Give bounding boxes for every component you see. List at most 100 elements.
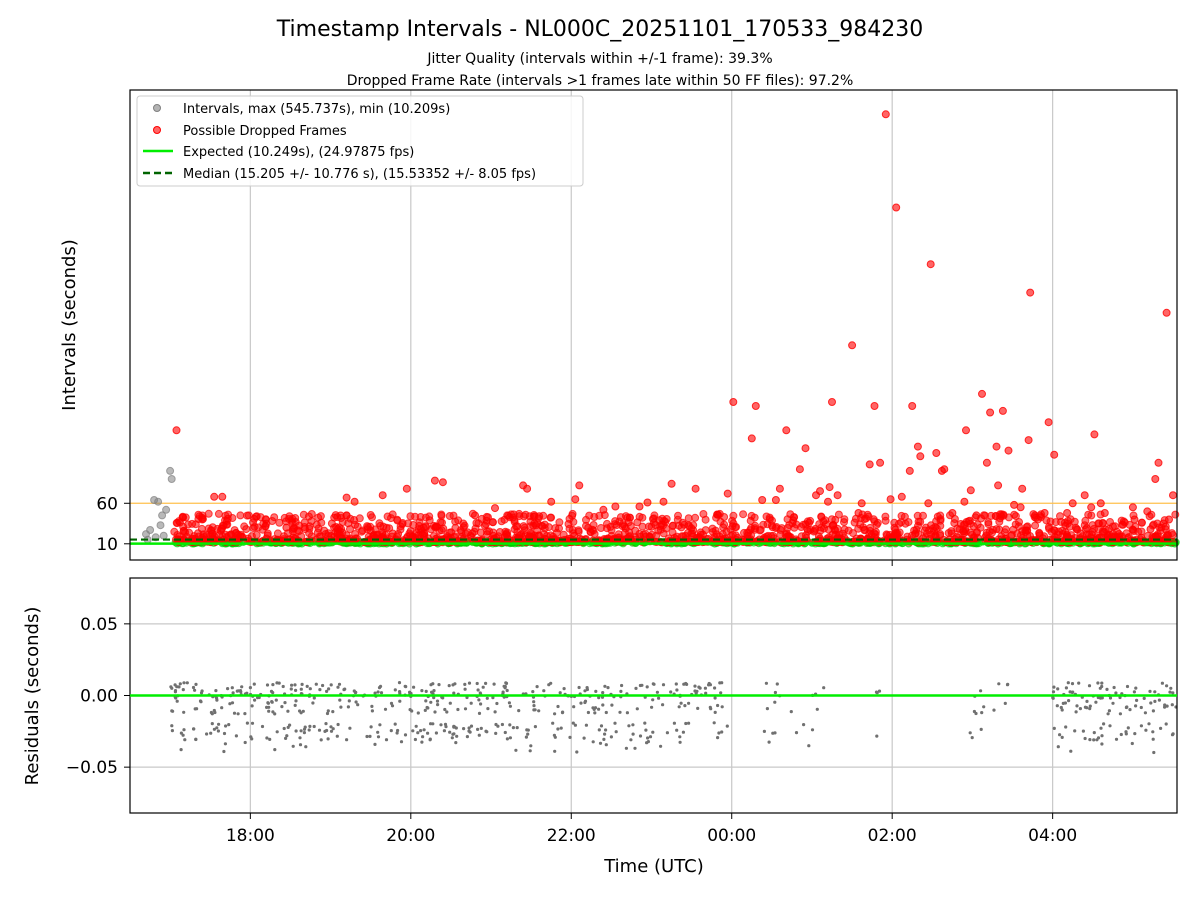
dropped-frame-point — [747, 531, 756, 540]
residual-point — [1067, 699, 1071, 703]
residual-point — [220, 706, 224, 710]
dropped-frame-point — [864, 512, 873, 521]
residual-point — [514, 748, 518, 752]
residual-point — [504, 681, 508, 685]
residual-point — [339, 705, 343, 709]
residual-point — [414, 724, 418, 728]
residual-point — [293, 683, 297, 687]
residual-point — [477, 698, 481, 702]
dropped-frame-point — [751, 521, 760, 530]
dropped-frame-point — [1040, 509, 1049, 517]
residual-point — [599, 724, 604, 728]
residual-point — [1143, 711, 1147, 715]
residual-point — [260, 724, 265, 729]
residual-point — [1100, 742, 1104, 746]
residual-point — [230, 701, 235, 705]
dropped-frame-point — [333, 513, 342, 522]
residual-point — [1102, 722, 1106, 726]
dropped-frame-point — [190, 532, 199, 541]
residual-point — [773, 700, 777, 704]
residual-point — [979, 689, 983, 693]
residual-point — [436, 703, 440, 707]
residual-point — [1112, 685, 1116, 690]
residual-point — [1149, 701, 1153, 705]
residual-point — [301, 709, 305, 713]
dropped-frame-point — [378, 530, 387, 539]
residual-point — [619, 689, 623, 694]
residual-point — [376, 735, 381, 739]
residual-point — [222, 749, 226, 754]
residual-point — [503, 730, 507, 735]
dropped-frame-point — [252, 512, 261, 521]
dropped-frame-point — [515, 512, 524, 521]
residual-point — [650, 705, 654, 709]
residual-point — [815, 707, 819, 711]
dropped-frame-point — [1080, 491, 1089, 500]
residual-point — [678, 740, 682, 744]
residual-point — [1171, 691, 1175, 695]
residual-point — [526, 732, 530, 736]
intervals-ticks: 10 60 — [96, 494, 1054, 566]
dropped-frame-point — [1130, 515, 1139, 524]
residual-point — [684, 721, 688, 726]
residual-point — [515, 726, 519, 730]
residual-point — [1105, 687, 1109, 692]
residual-point — [582, 736, 586, 740]
dropped-frame-point — [1046, 517, 1055, 526]
residual-point — [410, 709, 414, 713]
residual-point — [575, 750, 579, 754]
dropped-frame-point — [905, 466, 914, 475]
residual-point — [424, 699, 428, 703]
residual-point — [765, 707, 770, 711]
dropped-frame-point — [261, 515, 270, 524]
intervals-points — [130, 110, 1180, 548]
dropped-frame-point — [960, 497, 969, 506]
residual-point — [633, 746, 637, 750]
residual-point — [463, 707, 468, 711]
residual-point — [552, 733, 557, 737]
residual-point — [308, 724, 312, 729]
residual-point — [182, 710, 186, 714]
dropped-frame-point — [449, 511, 458, 520]
dropped-frame-point — [932, 449, 941, 457]
dropped-frame-point — [1063, 519, 1072, 528]
interval-point — [158, 511, 167, 520]
residual-point — [708, 705, 712, 710]
dropped-frame-point — [998, 406, 1007, 415]
dropped-frame-point — [263, 531, 272, 540]
dropped-frame-point — [978, 389, 986, 398]
residual-point — [280, 705, 284, 709]
residual-point — [423, 708, 427, 713]
residual-point — [325, 728, 329, 733]
residual-point — [974, 711, 978, 716]
residual-point — [586, 710, 591, 715]
dropped-frame-point — [881, 110, 890, 119]
residual-point — [336, 685, 340, 689]
residual-point — [268, 737, 272, 742]
residual-point — [305, 684, 309, 689]
residual-point — [500, 722, 504, 727]
dropped-frame-point — [597, 524, 605, 532]
residual-point — [379, 684, 383, 689]
dropped-frame-point — [960, 520, 969, 529]
residual-point — [593, 711, 597, 715]
residual-point — [435, 699, 440, 703]
residual-point — [1133, 732, 1137, 736]
residuals-xtick-label: 00:00 — [707, 826, 756, 846]
residual-point — [195, 707, 199, 711]
dropped-frame-point — [638, 513, 647, 522]
residual-point — [275, 730, 279, 734]
residual-point — [389, 701, 394, 706]
dropped-frame-point — [590, 513, 599, 521]
residual-point — [524, 735, 529, 739]
dropped-frame-point — [997, 512, 1006, 521]
dropped-frame-point — [776, 525, 785, 534]
residual-point — [1099, 726, 1103, 730]
residual-point — [1060, 735, 1064, 740]
residual-point — [1134, 704, 1138, 708]
dropped-frame-point — [1035, 528, 1044, 537]
legend: Intervals, max (545.737s), min (10.209s)… — [136, 95, 584, 187]
residual-point — [178, 682, 182, 686]
residual-point — [430, 690, 434, 694]
residual-point — [299, 729, 303, 733]
